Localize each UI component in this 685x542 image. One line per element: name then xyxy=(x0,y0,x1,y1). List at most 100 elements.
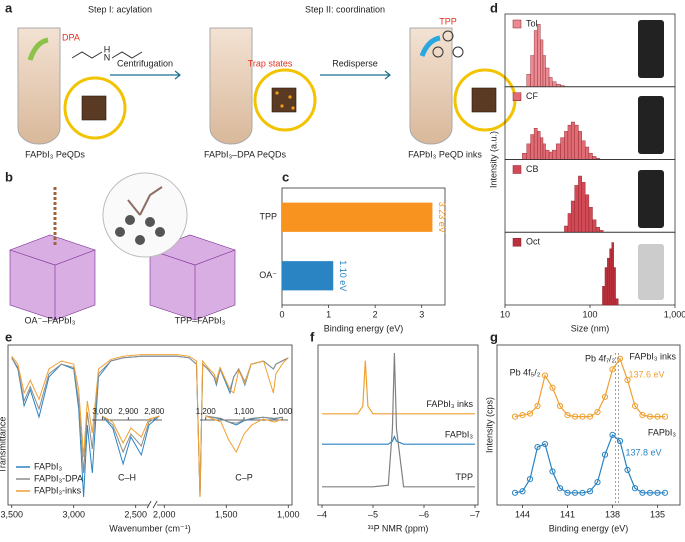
x-tick-label: 1,500 xyxy=(215,509,238,519)
peak-label: 137.8 eV xyxy=(626,447,662,457)
x-tick-label: 138 xyxy=(605,509,620,519)
vial-photo xyxy=(638,244,664,300)
data-point xyxy=(586,488,594,495)
x-tick-label: 2,000 xyxy=(153,509,176,519)
legend-swatch xyxy=(512,92,522,101)
trap-dots xyxy=(275,91,295,110)
legend-swatch xyxy=(512,165,522,174)
value-label: 3.23 eV xyxy=(437,202,447,233)
nmr-line xyxy=(322,360,475,415)
tubes xyxy=(17,27,453,145)
data-point xyxy=(594,479,601,486)
arrow xyxy=(110,70,181,80)
histogram-bar xyxy=(560,137,565,160)
data-point xyxy=(616,437,624,445)
histogram-bar xyxy=(602,286,606,306)
data-point xyxy=(661,489,669,496)
histogram-bar xyxy=(552,149,557,160)
histogram-bar xyxy=(567,124,572,160)
data-point xyxy=(616,355,624,362)
data-point xyxy=(646,489,654,496)
y-axis-label: Intensity (a.u.) xyxy=(488,131,498,188)
bar xyxy=(282,261,334,291)
x-tick-label: –4 xyxy=(317,509,327,519)
inset-tick-label: 1,200 xyxy=(196,407,217,416)
histogram-bar xyxy=(588,207,593,233)
histogram-bar xyxy=(570,200,575,233)
data-point xyxy=(556,402,564,410)
inset-tick-label: 1,100 xyxy=(234,407,255,416)
vial-photo xyxy=(638,20,664,78)
x-axis-label: Binding energy (eV) xyxy=(549,523,629,533)
histogram-bar xyxy=(522,153,527,160)
data-point xyxy=(571,489,579,496)
arrow xyxy=(320,70,391,80)
data-point xyxy=(609,431,616,439)
step-label: Step II: coordination xyxy=(305,4,385,14)
x-tick-label: –6 xyxy=(419,509,429,519)
histogram-bar xyxy=(615,298,619,306)
panel-label: c xyxy=(282,169,289,184)
histogram-bar xyxy=(537,131,541,160)
legend-label: FAPbI₃-inks xyxy=(34,485,82,495)
atom-label: H xyxy=(104,44,111,54)
legend-label: FAPbI₃-DPA xyxy=(34,473,83,483)
histogram-bar xyxy=(613,267,616,306)
inset-line xyxy=(102,415,160,454)
x-tick-label: 1,000 xyxy=(277,509,300,519)
series-label: FAPbI₃ inks xyxy=(629,351,676,361)
y-tick-label: TPP xyxy=(259,212,277,222)
data-point xyxy=(579,489,586,496)
panel-label: a xyxy=(5,0,13,15)
x-tick-label: 2 xyxy=(373,309,378,319)
x-axis-label: ³¹P NMR (ppm) xyxy=(368,523,429,533)
data-point xyxy=(511,489,519,496)
inset-label: C–P xyxy=(235,472,253,482)
value-label: 1.10 eV xyxy=(338,260,348,291)
data-point xyxy=(564,411,571,419)
inset-line xyxy=(102,415,160,445)
nmr-line xyxy=(322,352,475,488)
tube-label: FAPbI₃ PeQD inks xyxy=(408,149,482,159)
x-tick-label: 1,000 xyxy=(664,309,685,319)
y-tick-label: OA⁻ xyxy=(259,270,277,280)
nanocube xyxy=(471,87,497,113)
process-label: Centrifugation xyxy=(117,58,173,68)
plot-frame xyxy=(281,187,446,306)
histogram-bar xyxy=(578,175,582,233)
histogram-bar xyxy=(574,185,579,233)
legend-swatch xyxy=(512,238,522,247)
x-tick-label: 100 xyxy=(582,309,597,319)
annotation: Trap states xyxy=(248,58,293,68)
fit-line xyxy=(514,357,665,418)
data-point xyxy=(646,413,654,420)
atom-label: N xyxy=(104,52,111,62)
histogram-bar xyxy=(548,151,553,160)
panel-label: d xyxy=(490,0,498,15)
molecule xyxy=(432,30,464,58)
histogram-bar xyxy=(542,143,546,160)
histogram-bar xyxy=(585,146,590,160)
atoms xyxy=(115,215,165,245)
x-tick-label: 141 xyxy=(560,509,575,519)
plot-frame xyxy=(317,344,479,506)
legend-label: FAPbI₃ xyxy=(34,461,63,471)
plot-frame xyxy=(496,344,681,506)
structure-label: OA⁻–FAPbI₃ xyxy=(25,315,76,325)
legend-label: CB xyxy=(526,164,539,174)
illustration-a: a Step I: acylation Step II: coordinatio… xyxy=(5,0,517,159)
x-tick-label: 1 xyxy=(326,309,331,319)
histogram-bar xyxy=(578,131,582,160)
histogram-bar xyxy=(548,77,553,87)
histogram-bar xyxy=(581,182,586,233)
data-point xyxy=(639,411,646,419)
data-point xyxy=(549,384,556,391)
histogram-bar xyxy=(607,257,610,306)
x-tick-label: 3 xyxy=(419,309,424,319)
data-point xyxy=(526,475,534,483)
histogram-bar xyxy=(542,55,546,87)
histogram-bar xyxy=(609,248,612,306)
x-axis-label: Size (nm) xyxy=(571,323,610,333)
x-tick-label: 2,500 xyxy=(124,509,147,519)
